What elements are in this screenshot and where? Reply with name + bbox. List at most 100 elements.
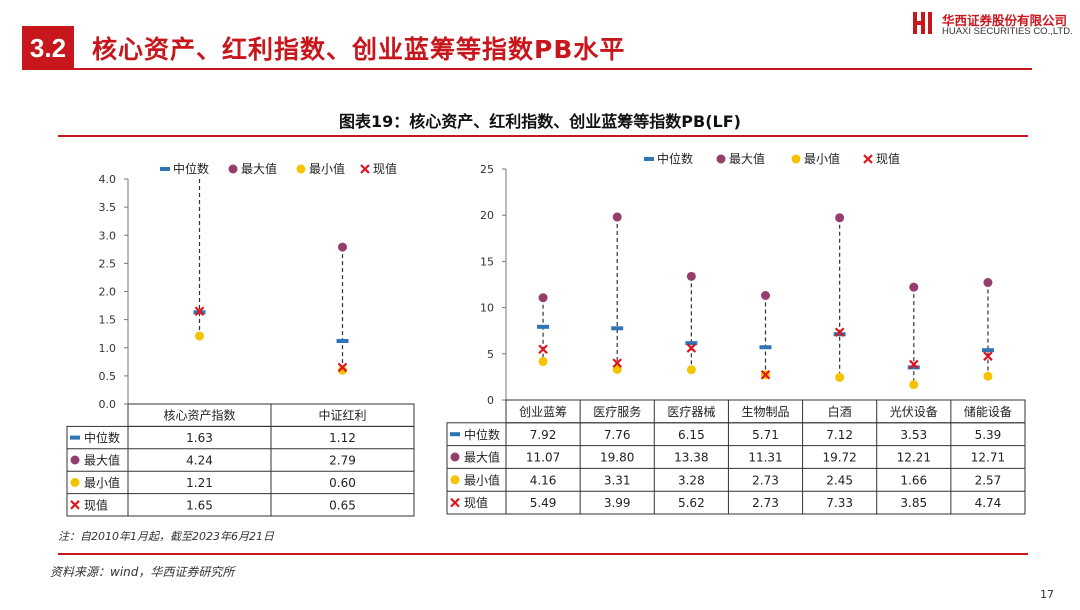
data-value: 0.60: [329, 476, 356, 490]
data-value: 7.33: [826, 496, 853, 510]
legend-label: 中位数: [173, 161, 209, 176]
median-marker: [685, 341, 698, 346]
min-marker: [835, 372, 845, 382]
median-marker: [833, 332, 846, 337]
category-label: 生物制品: [741, 405, 789, 419]
data-value: 1.66: [900, 473, 927, 487]
table-current-marker: [450, 497, 460, 508]
y-tick-label: 1.0: [99, 342, 117, 355]
y-tick-label: 5: [487, 348, 494, 361]
page-number: 17: [1040, 588, 1054, 601]
data-value: 1.65: [186, 498, 213, 512]
min-marker: [538, 357, 548, 367]
table-max-marker: [70, 455, 80, 465]
min-marker: [338, 365, 347, 375]
y-tick-label: 1.5: [99, 314, 117, 327]
table-min-marker: [450, 475, 460, 485]
legend-current-marker: [360, 164, 370, 174]
current-marker: [337, 362, 348, 373]
data-value: 4.74: [975, 496, 1002, 510]
category-label: 核心资产指数: [163, 408, 235, 423]
legend-max-marker: [228, 164, 238, 174]
data-value: 5.49: [530, 496, 557, 510]
data-value: 7.76: [604, 428, 631, 442]
figure-title: 图表19：核心资产、红利指数、创业蓝筹等指数PB(LF): [339, 112, 741, 131]
data-value: 2.73: [752, 473, 779, 487]
current-marker: [909, 359, 919, 370]
min-marker: [612, 364, 622, 374]
y-tick-label: 25: [480, 163, 494, 176]
series-name: 现值: [84, 497, 108, 512]
data-value: 3.85: [900, 496, 927, 510]
max-marker: [761, 290, 770, 300]
table-median-marker: [70, 435, 80, 440]
min-marker: [686, 365, 696, 375]
table-current-marker: [70, 500, 80, 510]
y-tick-label: 10: [480, 302, 494, 315]
y-tick-label: 3.5: [99, 201, 117, 214]
category-label: 光伏设备: [890, 405, 938, 419]
data-value: 2.45: [826, 473, 853, 487]
data-value: 3.31: [604, 473, 631, 487]
min-marker: [909, 380, 919, 390]
table-min-marker: [70, 477, 80, 487]
section-title: 核心资产、红利指数、创业蓝筹等指数PB水平: [92, 35, 626, 64]
legend-label: 现值: [876, 151, 900, 166]
data-value: 1.21: [186, 476, 213, 490]
data-value: 4.24: [186, 453, 213, 467]
logo-text-en: HUAXI SECURITIES CO.,LTD.: [942, 26, 1073, 37]
series-name: 现值: [464, 495, 488, 510]
data-value: 13.38: [674, 451, 708, 465]
data-value: 2.79: [329, 453, 356, 467]
legend-median-marker: [644, 157, 654, 161]
category-label: 创业蓝筹: [519, 405, 567, 419]
data-value: 1.63: [186, 431, 213, 445]
category-label: 医疗服务: [593, 404, 641, 419]
data-value: 12.71: [971, 451, 1005, 465]
y-tick-label: 15: [480, 255, 494, 268]
median-marker: [611, 326, 624, 331]
current-marker: [983, 351, 993, 361]
table-median-marker: [450, 432, 460, 437]
category-label: 储能设备: [964, 404, 1012, 419]
series-name: 最小值: [84, 475, 120, 490]
series-name: 中位数: [464, 427, 500, 442]
category-label: 中证红利: [318, 408, 366, 423]
legend-max-marker: [716, 154, 726, 164]
data-value: 5.62: [678, 496, 705, 510]
data-source: 资料来源：wind，华西证券研究所: [50, 565, 235, 579]
max-marker: [686, 271, 696, 281]
y-tick-label: 0: [487, 394, 494, 407]
min-marker: [195, 331, 204, 341]
y-tick-label: 20: [480, 209, 494, 222]
y-tick-label: 4.0: [99, 173, 117, 186]
series-name: 最大值: [464, 450, 500, 465]
legend-label: 最小值: [309, 161, 345, 176]
median-marker: [981, 348, 994, 353]
series-name: 中位数: [84, 430, 120, 445]
series-name: 最小值: [464, 472, 500, 487]
logo-text-cn: 华西证券股份有限公司: [942, 13, 1068, 28]
data-value: 12.21: [897, 451, 931, 465]
current-marker: [760, 369, 771, 380]
min-marker: [983, 371, 993, 381]
legend-median-marker: [160, 167, 170, 171]
data-value: 11.07: [526, 451, 560, 465]
company-logo: 华西证券股份有限公司 HUAXI SECURITIES CO.,LTD.: [912, 10, 1073, 42]
header-divider: [22, 68, 1032, 70]
data-value: 3.28: [678, 473, 705, 487]
max-marker: [983, 278, 993, 288]
y-tick-label: 0.5: [99, 370, 117, 383]
data-value: 11.31: [748, 451, 782, 465]
median-marker: [537, 324, 550, 329]
legend-label: 最大值: [729, 151, 765, 166]
legend-current-marker: [863, 154, 873, 164]
data-value: 2.73: [752, 496, 779, 510]
section-number: 3.2: [22, 26, 74, 70]
data-value: 5.71: [752, 428, 779, 442]
current-marker: [194, 306, 205, 316]
data-value: 7.92: [530, 428, 557, 442]
y-tick-label: 2.5: [99, 257, 117, 270]
